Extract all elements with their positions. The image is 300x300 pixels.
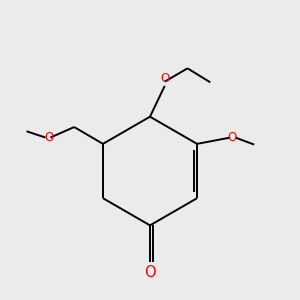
Text: O: O <box>144 265 156 280</box>
Text: O: O <box>227 131 237 144</box>
Text: O: O <box>160 72 169 85</box>
Text: O: O <box>44 131 53 144</box>
